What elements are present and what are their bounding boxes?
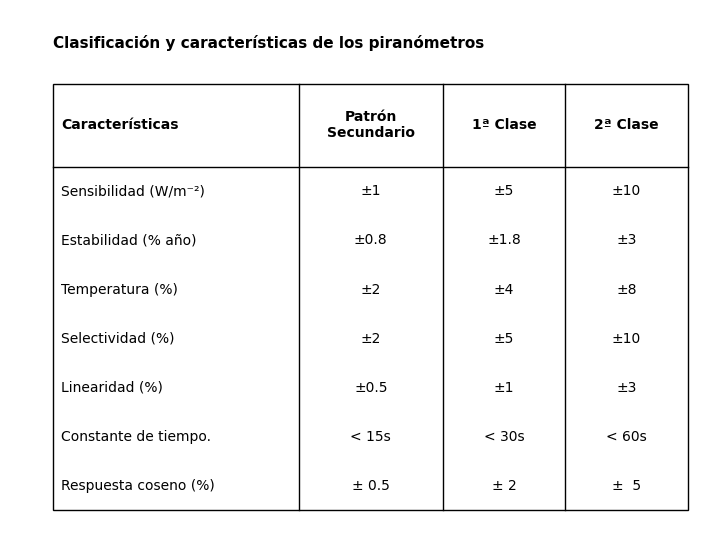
Text: Características: Características <box>61 118 179 132</box>
Text: Temperatura (%): Temperatura (%) <box>61 282 178 296</box>
Text: < 30s: < 30s <box>484 430 524 444</box>
Text: Respuesta coseno (%): Respuesta coseno (%) <box>61 479 215 493</box>
Text: ±5: ±5 <box>494 185 514 198</box>
Text: ± 0.5: ± 0.5 <box>352 479 390 493</box>
Text: Linearidad (%): Linearidad (%) <box>61 381 163 395</box>
Text: ± 2: ± 2 <box>492 479 516 493</box>
Text: Estabilidad (% año): Estabilidad (% año) <box>61 233 197 247</box>
Text: < 60s: < 60s <box>606 430 647 444</box>
Text: ±2: ±2 <box>361 332 381 346</box>
Text: ±0.8: ±0.8 <box>354 233 387 247</box>
Text: ±  5: ± 5 <box>612 479 641 493</box>
Text: Selectividad (%): Selectividad (%) <box>61 332 175 346</box>
Text: ±3: ±3 <box>616 233 636 247</box>
Text: ±5: ±5 <box>494 332 514 346</box>
Bar <box>53 84 688 510</box>
Text: ±10: ±10 <box>612 332 641 346</box>
Text: Sensibilidad (W/m⁻²): Sensibilidad (W/m⁻²) <box>61 185 205 198</box>
Text: ±8: ±8 <box>616 282 636 296</box>
Text: ±1: ±1 <box>361 185 381 198</box>
Text: < 15s: < 15s <box>351 430 391 444</box>
Text: ±1: ±1 <box>494 381 514 395</box>
Text: Patrón
Secundario: Patrón Secundario <box>327 110 415 140</box>
Text: 2ª Clase: 2ª Clase <box>594 118 659 132</box>
Text: ±10: ±10 <box>612 185 641 198</box>
Text: ±2: ±2 <box>361 282 381 296</box>
Text: ±4: ±4 <box>494 282 514 296</box>
Text: Clasificación y características de los piranómetros: Clasificación y características de los p… <box>53 35 484 51</box>
Text: 1ª Clase: 1ª Clase <box>472 118 536 132</box>
Text: ±3: ±3 <box>616 381 636 395</box>
Text: Constante de tiempo.: Constante de tiempo. <box>61 430 211 444</box>
Text: ±0.5: ±0.5 <box>354 381 387 395</box>
Text: ±1.8: ±1.8 <box>487 233 521 247</box>
